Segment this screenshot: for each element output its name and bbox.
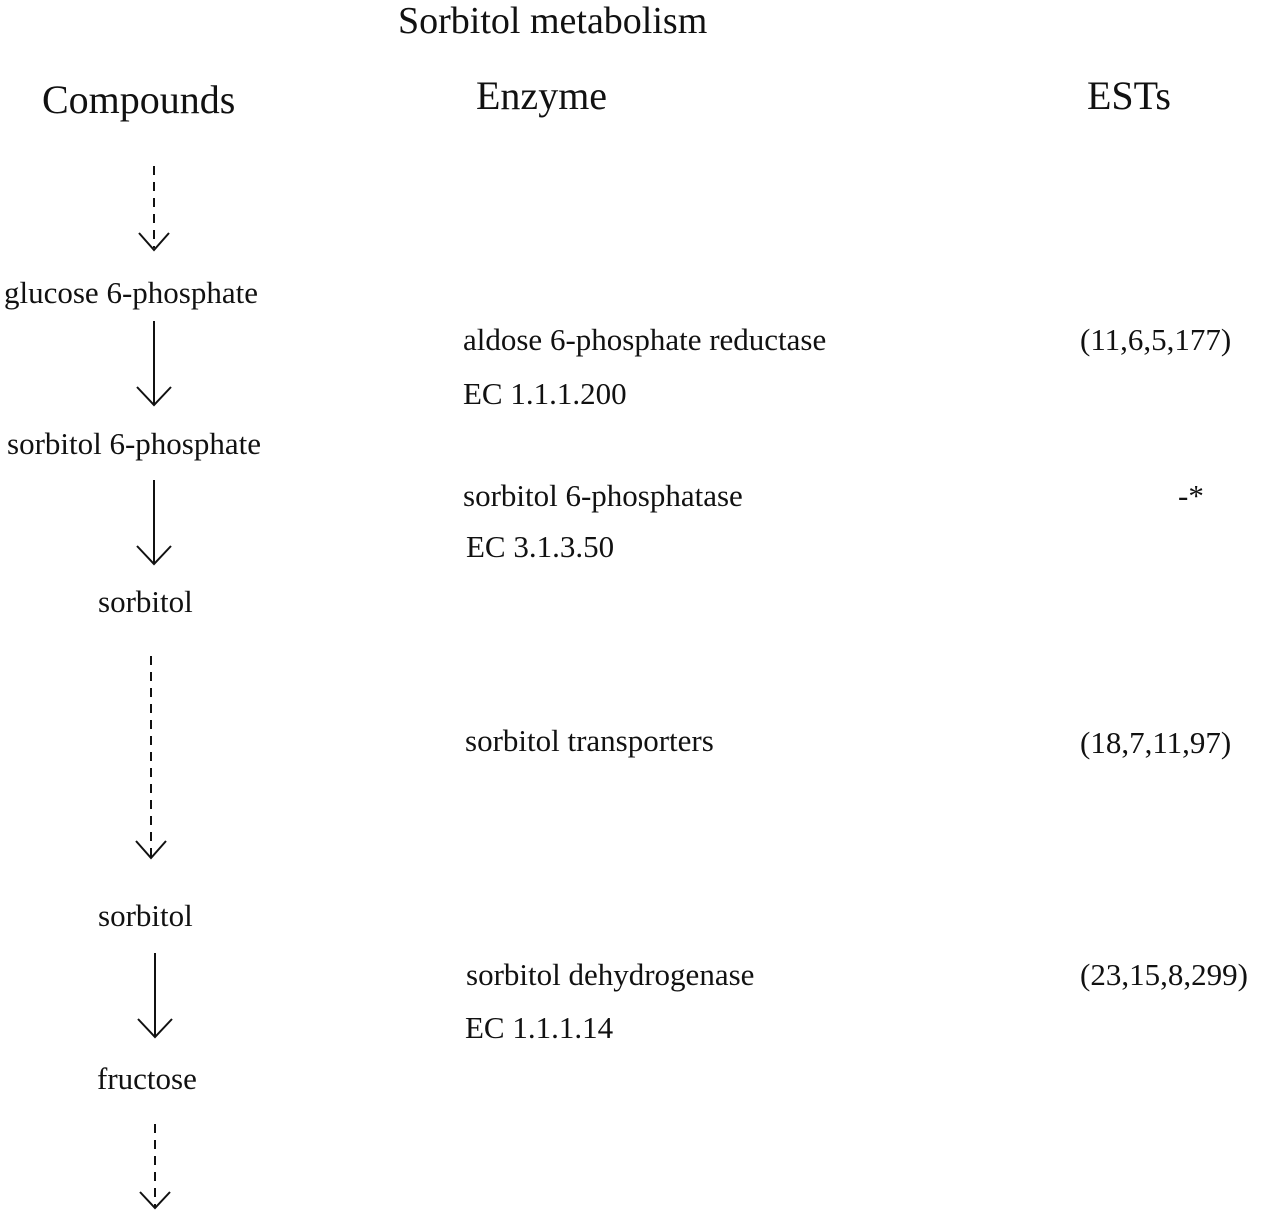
arrow-sorbitol-to-fructose: [137, 953, 173, 1039]
diagram-title: Sorbitol metabolism: [398, 0, 708, 42]
enzyme-ec-number: EC 3.1.3.50: [466, 529, 615, 564]
enzyme-name: sorbitol transporters: [465, 723, 714, 758]
est-counts: (18,7,11,97): [1080, 725, 1232, 760]
dashed-arrow-sorbitol-transport: [135, 656, 167, 860]
dashed-arrow-out-of-fructose: [139, 1124, 171, 1210]
enzyme-name: aldose 6-phosphate reductase: [463, 322, 827, 357]
enzyme-ec-number: EC 1.1.1.14: [465, 1010, 614, 1045]
compound-sorbitol-transported: sorbitol: [98, 898, 193, 933]
column-header-ests: ESTs: [1087, 73, 1171, 118]
compound-fructose: fructose: [97, 1061, 197, 1096]
arrow-sorbitol-6-phosphate-to-sorbitol: [136, 480, 172, 566]
dashed-arrow-into-glucose-6-phosphate: [138, 166, 170, 252]
enzyme-ec-number: EC 1.1.1.200: [463, 376, 627, 411]
enzyme-name: sorbitol dehydrogenase: [466, 957, 755, 992]
est-counts: -*: [1178, 478, 1204, 513]
est-counts: (11,6,5,177): [1080, 322, 1232, 357]
enzyme-name: sorbitol 6-phosphatase: [463, 478, 743, 513]
compound-sorbitol-6-phosphate: sorbitol 6-phosphate: [7, 426, 261, 461]
compound-glucose-6-phosphate: glucose 6-phosphate: [4, 275, 258, 310]
column-header-enzyme: Enzyme: [476, 73, 608, 118]
column-header-compounds: Compounds: [42, 77, 236, 122]
compound-sorbitol: sorbitol: [98, 584, 193, 619]
arrow-glucose-6-phosphate-to-sorbitol-6-phosphate: [136, 321, 172, 407]
est-counts: (23,15,8,299): [1080, 957, 1248, 992]
